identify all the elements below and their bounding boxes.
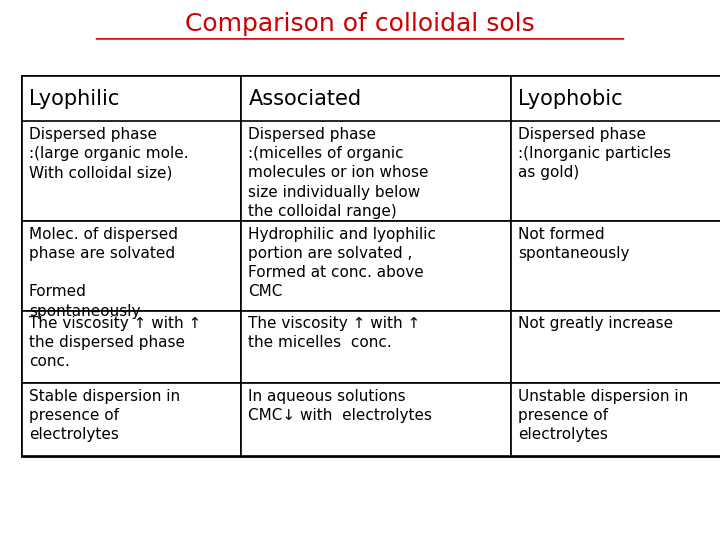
Bar bbox=[22, 122, 241, 221]
Text: In aqueous solutions
CMC↓ with  electrolytes: In aqueous solutions CMC↓ with electroly… bbox=[248, 389, 433, 423]
Text: Comparison of colloidal sols: Comparison of colloidal sols bbox=[185, 12, 535, 36]
Bar bbox=[22, 76, 241, 122]
Text: Stable dispersion in
presence of
electrolytes: Stable dispersion in presence of electro… bbox=[29, 389, 180, 442]
Text: The viscosity ↑ with ↑
the micelles  conc.: The viscosity ↑ with ↑ the micelles conc… bbox=[248, 316, 420, 350]
Bar bbox=[511, 122, 720, 221]
Text: Molec. of dispersed
phase are solvated

Formed
spontaneously: Molec. of dispersed phase are solvated F… bbox=[29, 227, 178, 319]
Bar bbox=[241, 383, 511, 456]
Text: Dispersed phase
:(large organic mole.
With colloidal size): Dispersed phase :(large organic mole. Wi… bbox=[29, 127, 189, 180]
Bar bbox=[511, 310, 720, 383]
Bar bbox=[511, 76, 720, 122]
Text: Lyophobic: Lyophobic bbox=[518, 89, 623, 109]
Bar bbox=[22, 383, 241, 456]
Text: The viscosity ↑ with ↑
the dispersed phase
conc.: The viscosity ↑ with ↑ the dispersed pha… bbox=[29, 316, 201, 369]
Bar bbox=[241, 122, 511, 221]
Bar bbox=[22, 221, 241, 310]
Bar bbox=[511, 383, 720, 456]
Text: Unstable dispersion in
presence of
electrolytes: Unstable dispersion in presence of elect… bbox=[518, 389, 688, 442]
Text: Lyophilic: Lyophilic bbox=[29, 89, 120, 109]
Bar bbox=[241, 221, 511, 310]
Bar bbox=[241, 76, 511, 122]
Text: Hydrophilic and lyophilic
portion are solvated ,
Formed at conc. above
CMC: Hydrophilic and lyophilic portion are so… bbox=[248, 227, 436, 299]
Bar bbox=[22, 310, 241, 383]
Text: Not greatly increase: Not greatly increase bbox=[518, 316, 673, 331]
Bar bbox=[22, 76, 720, 456]
Text: Dispersed phase
:(micelles of organic
molecules or ion whose
size individually b: Dispersed phase :(micelles of organic mo… bbox=[248, 127, 429, 219]
Bar bbox=[511, 221, 720, 310]
Text: Dispersed phase
:(Inorganic particles
as gold): Dispersed phase :(Inorganic particles as… bbox=[518, 127, 671, 180]
Text: Associated: Associated bbox=[248, 89, 361, 109]
Bar bbox=[241, 310, 511, 383]
Text: Not formed
spontaneously: Not formed spontaneously bbox=[518, 227, 630, 261]
